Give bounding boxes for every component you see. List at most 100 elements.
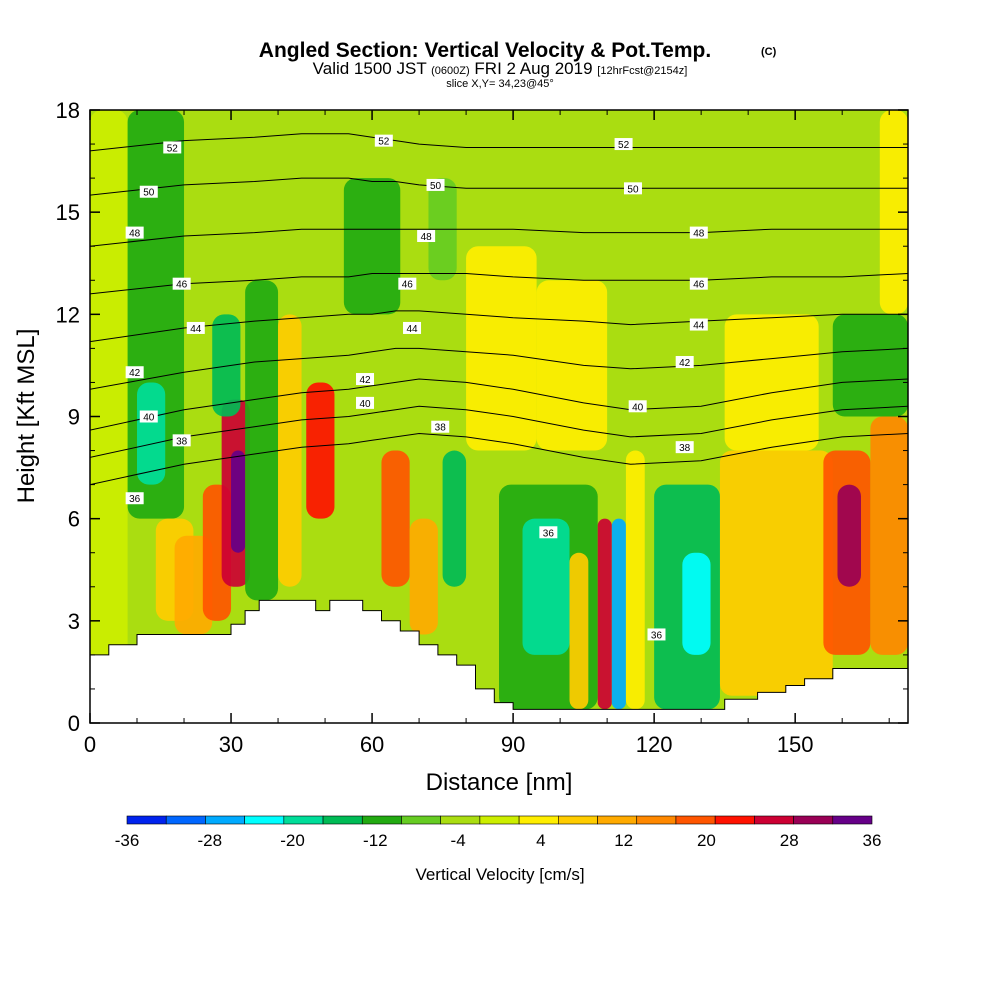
colorbar-tick-label: -36 [115,831,140,850]
velocity-cell [832,314,908,417]
svg-text:50: 50 [143,188,155,199]
colorbar-bin [440,815,481,825]
x-tick-label: 150 [777,732,814,757]
colorbar-bin [832,815,873,825]
svg-text:48: 48 [129,229,141,240]
velocity-cell [306,382,335,519]
theta-label: 48 [689,226,708,240]
velocity-cell [569,552,589,710]
velocity-cell [719,450,833,696]
velocity-cell [381,450,410,587]
svg-text:44: 44 [406,324,418,335]
terrain-mask [90,599,908,723]
y-tick-label: 12 [56,302,80,327]
x-tick-label: 30 [219,732,243,757]
subtitle-fcst: [12hrFcst@2154z] [597,65,687,77]
velocity-cell [231,450,246,553]
velocity-cell [724,314,819,451]
theta-label: 50 [139,185,158,199]
y-axis: 0 36 9 12 15 18 [56,98,908,736]
colorbar-title: Vertical Velocity [cm/s] [415,865,584,884]
theta-label: 36 [647,628,666,641]
theta-label: 36 [539,526,558,539]
velocity-cell [466,246,537,451]
subtitle-utc: (0600Z) [431,65,470,77]
theta-label: 44 [186,321,205,335]
x-tick-label: 60 [360,732,384,757]
svg-text:42: 42 [359,375,371,386]
velocity-cell [879,110,908,315]
velocity-cell [90,110,128,723]
y-tick-label: 3 [68,609,80,634]
theta-label: 38 [675,441,694,454]
velocity-cell [837,484,861,587]
svg-text:48: 48 [421,232,433,243]
svg-text:36: 36 [129,494,141,505]
velocity-cell [870,416,908,655]
theta-label: 42 [125,366,144,379]
y-tick-label: 9 [68,405,80,430]
theta-label: 46 [689,277,708,291]
y-tick-label: 18 [56,98,80,123]
colorbar-bin [636,815,677,825]
colorbar-bin [205,815,245,825]
svg-text:52: 52 [167,143,179,154]
chart-title-unit: (C) [761,46,777,58]
x-tick-label: 0 [84,732,96,757]
colorbar-tick-label: 36 [863,831,882,850]
theta-label: 36 [125,492,144,505]
theta-label: 46 [172,277,191,291]
colorbar-tick-label: -12 [363,831,388,850]
velocity-cell [212,314,241,417]
velocity-cell [278,314,302,587]
theta-label: 50 [426,178,445,192]
colorbar-bin [283,815,324,825]
theta-contour [90,273,908,295]
colorbar-bin [361,815,402,825]
velocity-cell [682,552,711,655]
velocity-cell [245,280,279,601]
colorbar-tick-label: 4 [536,831,545,850]
colorbar-bin [126,815,167,825]
svg-text:42: 42 [679,358,691,369]
svg-text:36: 36 [651,630,663,641]
svg-text:48: 48 [693,229,705,240]
svg-text:40: 40 [143,413,155,424]
theta-contour [90,378,908,431]
y-tick-label: 15 [56,200,80,225]
svg-text:38: 38 [435,423,447,434]
colorbar: -36 -28 -20 -12 -4 4 12 20 28 36 [115,815,882,850]
colorbar-bin [714,815,755,825]
theta-label: 50 [623,182,642,195]
chart-title: Angled Section: Vertical Velocity & Pot.… [259,39,711,62]
theta-label: 48 [417,230,436,243]
chart-subtitle: Valid 1500 JST (0600Z) FRI 2 Aug 2019 [1… [313,59,688,78]
theta-label: 42 [675,356,694,369]
colorbar-bin [401,815,441,825]
theta-label: 52 [163,141,182,154]
velocity-cell [343,178,401,315]
svg-text:38: 38 [679,443,691,454]
svg-text:50: 50 [430,181,442,192]
velocity-cell [442,450,467,587]
svg-text:40: 40 [632,402,644,413]
svg-text:44: 44 [190,324,202,335]
colorbar-bin [597,815,638,825]
colorbar-bin [322,815,363,825]
theta-label: 40 [628,400,647,413]
subtitle-date: FRI 2 Aug 2019 [474,59,592,78]
svg-text:50: 50 [627,184,639,195]
colorbar-tick-label: -4 [451,831,466,850]
velocity-cell [522,518,570,655]
slice-text: slice X,Y= 34,23@45° [446,78,554,90]
theta-contour [90,310,908,343]
colorbar-tick-label: 12 [614,831,633,850]
plot-area: 52 52 52 50 50 50 48 48 48 46 46 46 44 44 44 42 42 42 40 40… [90,110,908,723]
velocity-cell [597,518,612,710]
theta-label: 38 [431,420,450,434]
theta-label: 52 [374,134,393,148]
y-tick-label: 0 [68,711,80,736]
velocity-field [90,110,908,723]
colorbar-bin [518,815,559,825]
